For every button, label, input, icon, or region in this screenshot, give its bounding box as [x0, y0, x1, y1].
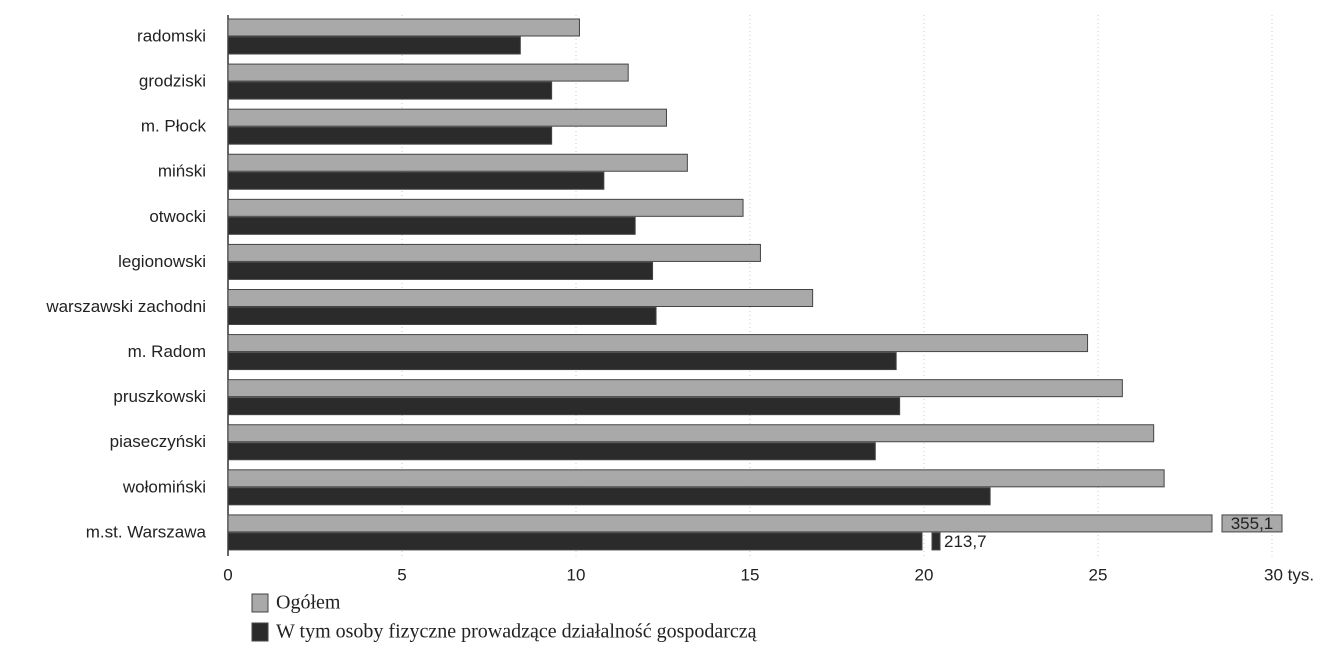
bar	[227, 397, 901, 416]
bar	[227, 18, 580, 37]
bar	[227, 36, 521, 55]
bar	[227, 153, 688, 172]
bar	[227, 63, 629, 82]
x-tick-label: 25	[1089, 565, 1108, 584]
bar	[227, 532, 923, 551]
bar	[227, 289, 814, 307]
bar	[227, 424, 1155, 443]
bar	[227, 352, 897, 371]
x-tick-label: 0	[223, 565, 232, 584]
bar	[227, 487, 991, 506]
x-tick-label: 10	[567, 565, 586, 584]
y-tick-label: grodziski	[139, 72, 206, 91]
bar-stub	[1221, 514, 1283, 533]
bar	[227, 307, 657, 325]
bar	[227, 108, 667, 127]
legend-label: W tym osoby fizyczne prowadzące działaln…	[276, 621, 758, 643]
y-tick-label: legionowski	[118, 252, 206, 271]
bar	[227, 81, 553, 100]
bar	[227, 171, 605, 190]
bar	[227, 198, 744, 217]
bar	[227, 126, 553, 145]
y-tick-label: otwocki	[149, 207, 206, 226]
x-tick-label: 15	[741, 565, 760, 584]
bar	[227, 261, 654, 280]
y-tick-label: pruszkowski	[113, 387, 206, 406]
bar-stub	[931, 532, 941, 551]
y-tick-label: radomski	[137, 26, 206, 45]
bar	[227, 379, 1123, 398]
bar	[227, 469, 1165, 488]
bar	[227, 514, 1213, 533]
y-tick-label: piaseczyński	[110, 432, 206, 451]
y-tick-label: m.st. Warszawa	[86, 522, 207, 541]
y-tick-label: m. Radom	[128, 342, 206, 361]
legend-label: Ogółem	[276, 592, 341, 614]
y-tick-label: miński	[158, 162, 206, 181]
value-label: 355,1	[1231, 514, 1274, 533]
legend-swatch	[251, 622, 269, 642]
y-tick-label: wołomiński	[122, 477, 206, 496]
x-tick-label: 5	[397, 565, 406, 584]
bar	[227, 243, 761, 262]
y-tick-label: m. Płock	[141, 117, 207, 136]
bar	[227, 442, 876, 461]
x-tick-label: 30 tys.	[1264, 565, 1314, 584]
x-tick-label: 20	[915, 565, 934, 584]
bar	[227, 334, 1089, 353]
bar	[227, 216, 636, 235]
y-tick-label: warszawski zachodni	[45, 297, 206, 316]
legend-swatch	[251, 593, 269, 613]
value-label: 213,7	[944, 532, 987, 551]
